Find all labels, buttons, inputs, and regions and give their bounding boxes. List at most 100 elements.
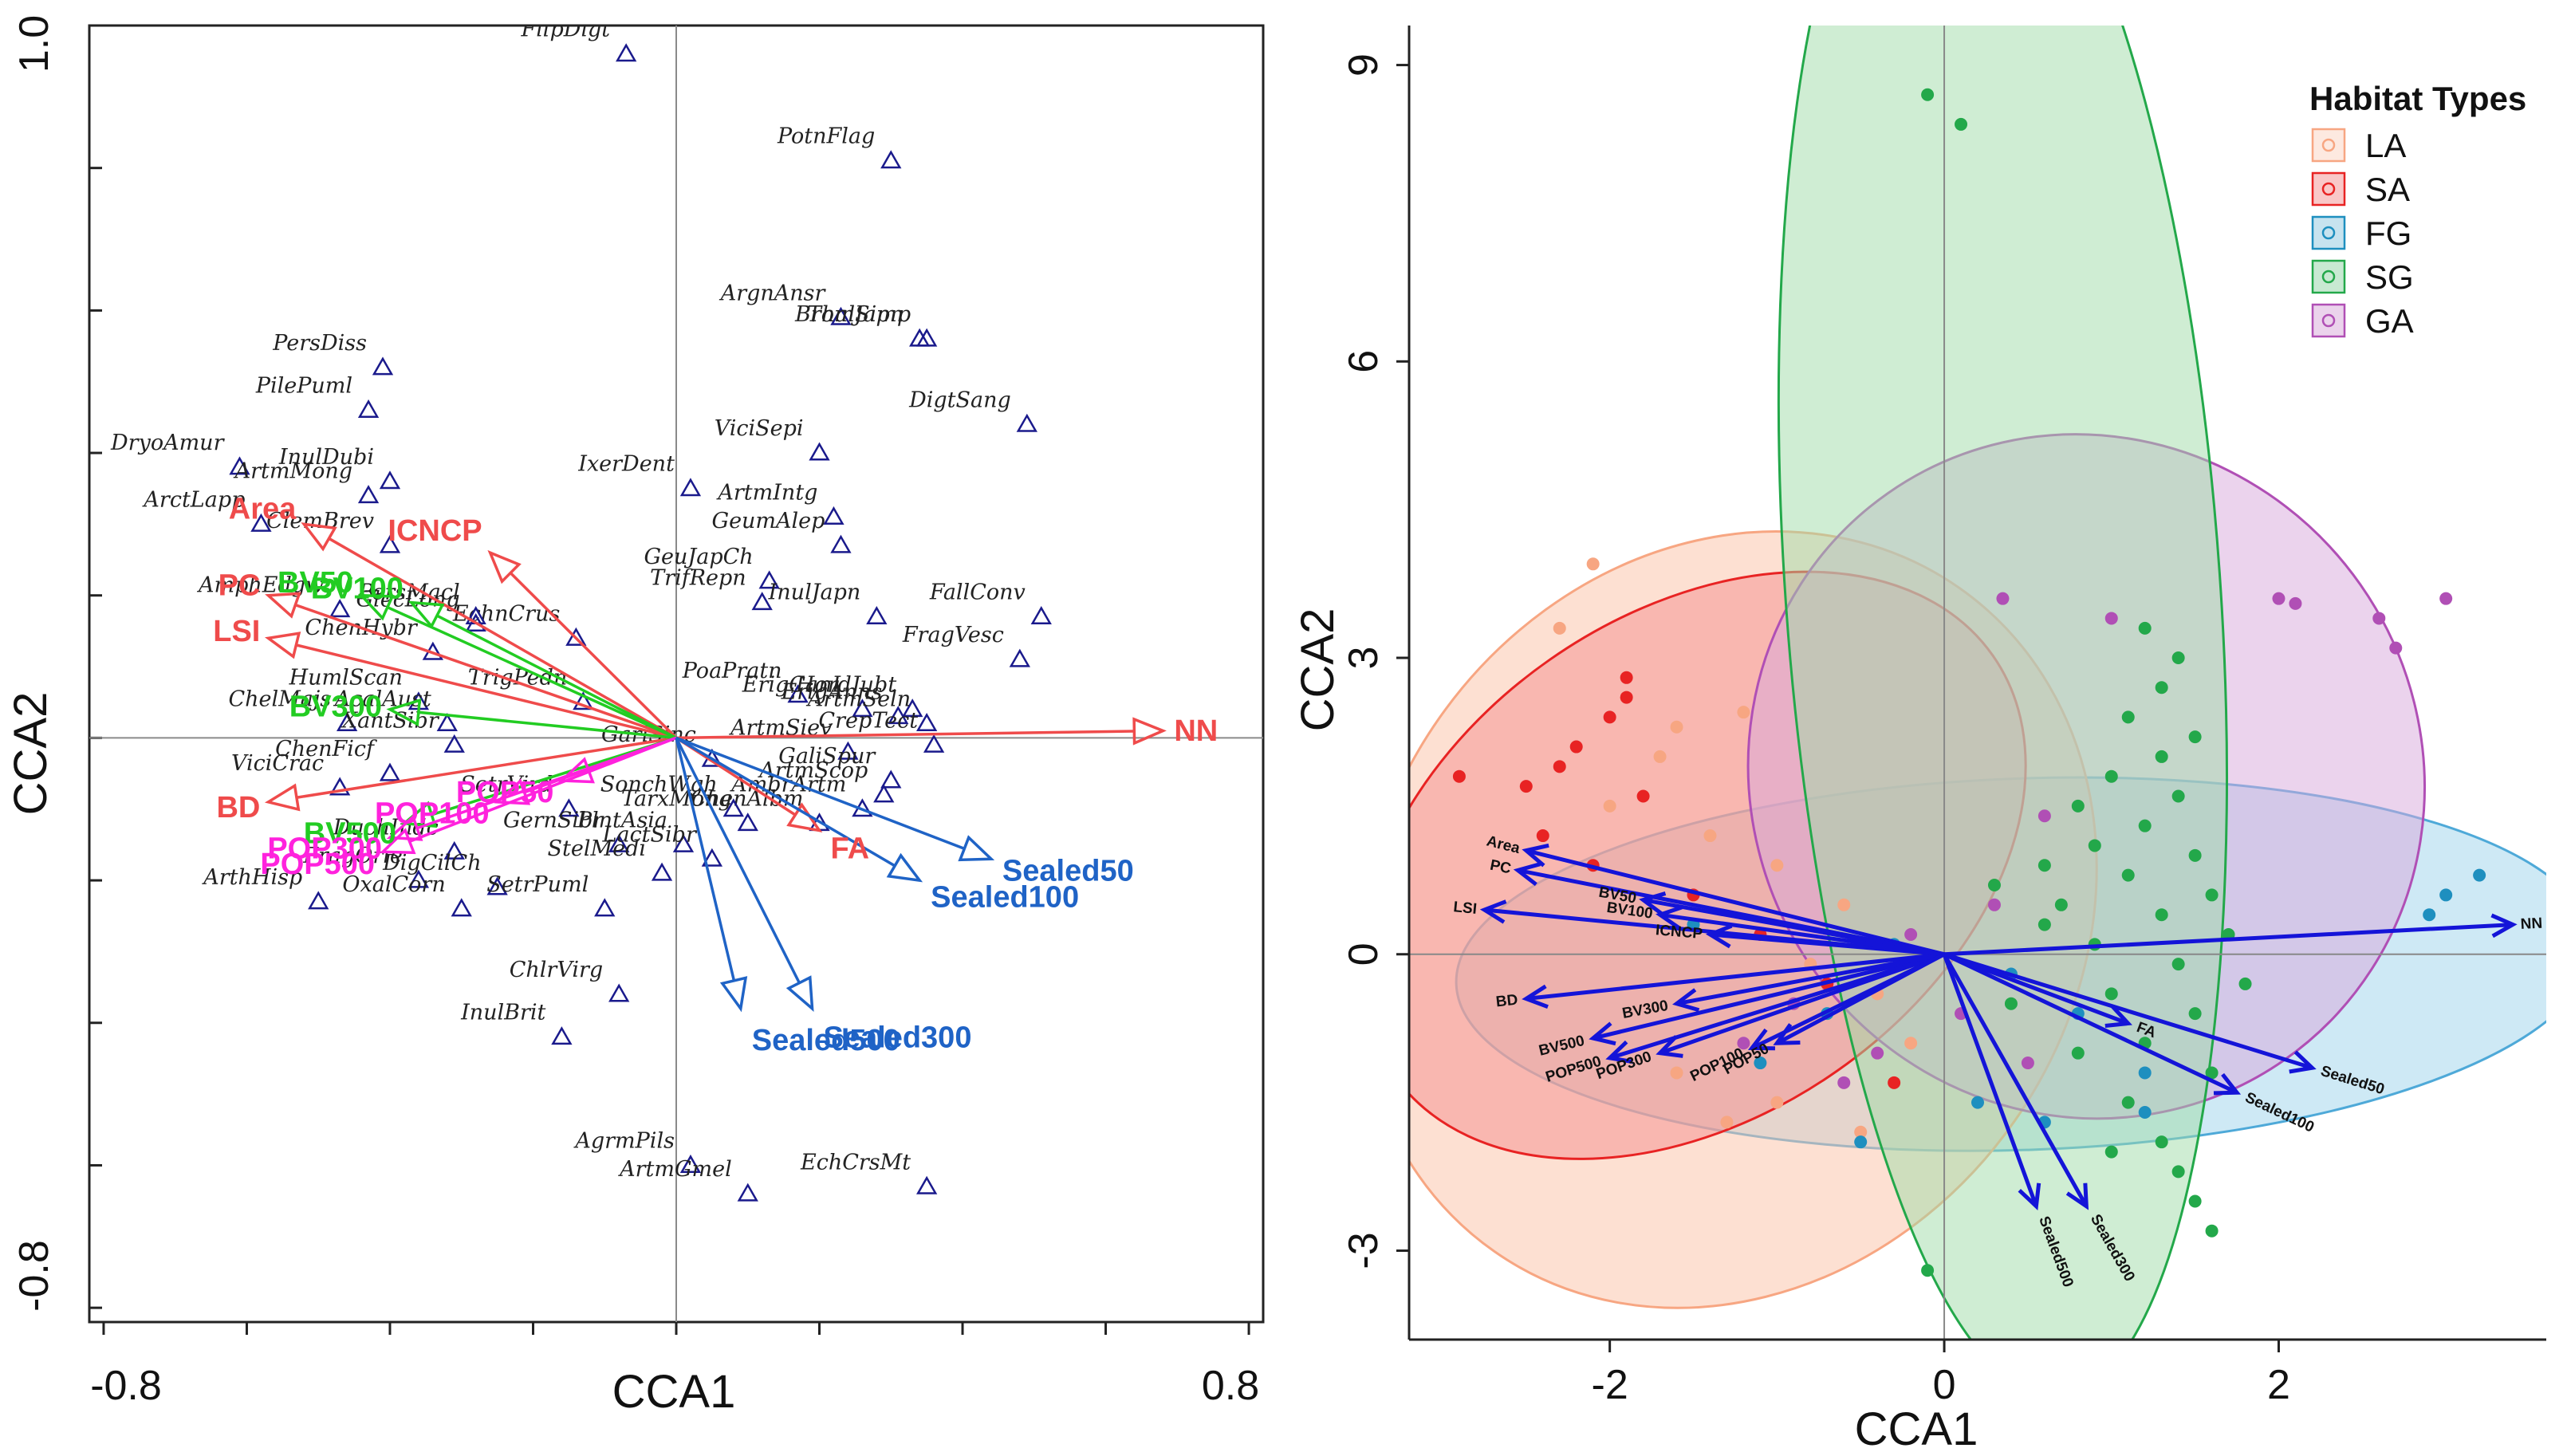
species-label: LactSibr [602,822,698,847]
right-vector-pop300-head [1656,1035,1683,1058]
site-point-ga [2021,1057,2034,1070]
species-label: GeumAlep [712,509,825,533]
species-marker [465,612,486,632]
site-point-sa [1888,1076,1901,1089]
right-vector-pop500-head [1605,1040,1633,1064]
left-vector-label: POP50 [456,776,554,809]
left-vector-pop500-head [379,828,416,855]
legend-title: Habitat Types [2309,80,2526,117]
species-marker [880,150,902,169]
site-point-fg [2138,1106,2152,1120]
left-vector-label: ICNCP [388,514,482,548]
species-label: AcalAust [333,687,431,712]
species-label: ArtmSeln [805,687,911,712]
species-marker [329,599,351,618]
right-vector-pc-head [1513,862,1541,887]
species-marker [616,43,637,62]
left-vector-label: LSI [213,615,260,648]
site-point-sg [2071,1046,2085,1060]
left-vector-bv500-head [400,801,438,828]
left-vector-nn-shaft [675,730,1135,740]
species-label: ClemBrev [266,509,374,533]
site-point-sg [2037,918,2051,931]
species-label: HordJubt [795,673,896,698]
species-marker [372,356,394,376]
legend-swatch [2311,259,2346,294]
species-marker [758,570,780,589]
legend-swatch-dot [2321,182,2336,196]
site-point-sg [2071,799,2085,813]
right-vector-bv300-shaft [1676,952,1945,1006]
species-marker [1009,648,1030,667]
species-marker [830,534,852,553]
site-point-sg [2205,888,2219,902]
left-vector-label: Area [229,492,297,525]
left-vector-bd-head [264,783,301,812]
legend-label: SG [2365,258,2414,296]
site-point-sg [2188,1194,2202,1208]
left-vector-sealed50-shaft [675,736,965,850]
species-marker [357,399,380,418]
site-point-sg [2171,789,2185,803]
left-vector-label: BD [216,791,260,824]
legend-entries: LA SA FG SG GA [2311,127,2414,340]
right-vector-bv50-shaft [1643,898,1945,957]
species-marker [608,983,630,1002]
left-vector-label: Sealed100 [931,880,1079,914]
site-point-sa [1553,760,1566,773]
legend-entry-la: LA [2311,127,2406,164]
site-point-sa [1620,671,1633,684]
left-vector-nn-head [1132,717,1167,746]
species-label: InulDubi [278,445,374,470]
right-environment-vectors [1479,843,2518,1210]
site-point-sg [1987,879,2001,892]
site-point-la [1720,1116,1734,1129]
left-vector-label: BV100 [311,572,404,605]
left-vector-label: Sealed50 [1002,855,1134,888]
left-vector-sealed300 [675,737,814,1012]
right-vector-label: PC [1489,857,1513,878]
right-vector-sealed300 [1942,953,2089,1210]
right-vector-sealed50-shaft [1943,952,2313,1070]
left-vector-sealed100-shaft [675,736,896,868]
right-vector-pop300 [1656,952,1945,1058]
species-label: ViciSepi [715,416,804,441]
site-point-ga [2372,612,2386,625]
legend-label: FG [2365,214,2411,252]
species-label: AgrmPils [573,1128,675,1153]
right-ytick-label: 3 [1341,647,1387,670]
left-vector-pop100-head [494,778,531,805]
site-point-sg [2121,868,2135,882]
left-ytick-top: 1.0 [11,15,57,73]
legend-swatch-dot [2321,270,2336,284]
species-label: ErigAnns [781,680,883,705]
site-point-fg [2439,888,2453,902]
species-label: GaliSpur [778,744,876,769]
species-marker [443,734,465,753]
species-label: HumlScan [289,666,403,691]
site-point-sg [2205,1066,2219,1080]
species-marker [558,798,580,817]
left-vector-bv100 [407,600,677,739]
right-vector-pop50-shaft [1776,952,1946,1045]
right-vector-bv500-shaft [1593,952,1945,1041]
species-marker [565,627,587,646]
left-vector-pc-head [265,592,301,619]
species-marker [737,1183,758,1202]
right-vector-sealed100-head [2213,1072,2242,1096]
site-point-sg [2205,1224,2219,1238]
site-point-sa [1636,789,1650,803]
site-point-la [1553,621,1566,635]
right-vector-bv500-head [1589,1021,1616,1046]
left-vector-sealed50 [675,736,995,862]
site-point-sg [2004,997,2018,1010]
site-point-sg [2188,730,2202,744]
right-vector-fa-head [2104,1005,2132,1028]
species-marker [379,470,401,490]
site-point-la [1603,799,1616,813]
species-label: ErigCanL [742,673,847,698]
right-vector-nn-head [2490,913,2518,939]
left-vector-pc-shaft [294,603,677,740]
